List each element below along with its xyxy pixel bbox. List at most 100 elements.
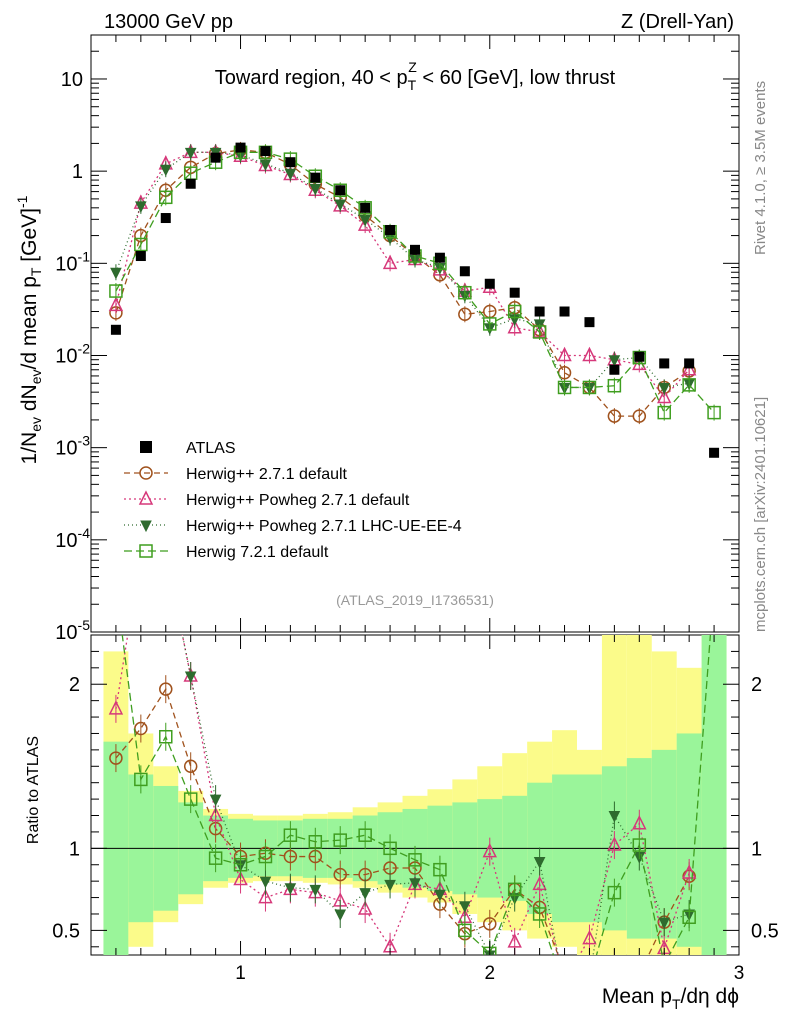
ratio-y-tick-label: 1 [69, 838, 80, 860]
series-point [334, 199, 347, 212]
x-tick-label: 1 [235, 963, 246, 984]
atlas-data-point [235, 142, 246, 153]
series-point [557, 380, 572, 395]
series-point [110, 267, 122, 280]
ratio-point [109, 751, 123, 765]
ratio-point [582, 929, 597, 945]
series-point [109, 284, 123, 298]
ratio-point [583, 974, 595, 986]
atlas-data-point [459, 266, 470, 277]
series-point [658, 382, 671, 395]
atlas-data-point [534, 306, 545, 317]
atlas-data-point [385, 224, 396, 235]
ratio-point [434, 889, 446, 902]
ratio-point [111, 549, 121, 559]
series-point [458, 307, 472, 322]
ratio-point [584, 976, 594, 986]
ratio-point [233, 857, 248, 872]
ratio-point [632, 815, 647, 830]
y-tick-label: 10-1 [55, 248, 90, 275]
series-point [632, 350, 647, 365]
ratio-point [532, 875, 547, 891]
y-tick-label: 10-2 [55, 340, 90, 367]
ratio-point [384, 879, 396, 892]
x-tick-label: 2 [484, 963, 495, 984]
ratio-point [607, 885, 622, 900]
atlas-data-point [185, 178, 196, 189]
legend-marker [140, 520, 152, 533]
ratio-point [283, 849, 298, 864]
atlas-data-point [160, 213, 171, 224]
axes-ticks: 1 2 3 10-5 10-4 10-3 10-2 10-1 1 10 0.5 0.5 1 1 2 2 [52, 34, 779, 984]
ratio-point [183, 759, 198, 774]
ratio-point [483, 917, 497, 931]
ratio-point [458, 923, 472, 938]
legend-marker [139, 466, 153, 480]
ratio-point [708, 580, 720, 592]
atlas-data-point [410, 244, 420, 255]
ratio-point [357, 900, 373, 915]
series-point [134, 237, 148, 252]
ratio-point [309, 884, 322, 897]
series-point [159, 190, 173, 205]
series-point [507, 304, 522, 319]
ratio-point [682, 910, 696, 925]
ratio-point [283, 828, 298, 842]
plot-title-sub: T [408, 77, 417, 93]
series-point [557, 346, 572, 362]
ratio-point [208, 851, 223, 865]
ratio-point [108, 700, 124, 715]
plot-title-suffix: < 60 [GeV], low thrust [417, 67, 616, 89]
header-left: 13000 GeV pp [104, 11, 233, 33]
rivet-label: Rivet 4.1.0, ≥ 3.5M events [752, 81, 769, 255]
ratio-point [533, 856, 546, 869]
y-tick-label: 10-5 [55, 617, 90, 644]
series-line-0 [115, 149, 690, 417]
ratio-point [607, 836, 622, 851]
ratio-point [184, 671, 197, 684]
ratio-point [681, 864, 697, 879]
ratio-point [507, 882, 522, 897]
ratio-point [482, 842, 497, 858]
ratio-point [632, 838, 647, 852]
main-panel-content [108, 141, 721, 458]
legend-label: Herwig++ 2.7.1 default [186, 466, 348, 483]
ratio-point [333, 867, 347, 882]
ratio-point [409, 878, 421, 890]
atlas-data-point [484, 278, 495, 289]
atlas-data-point [634, 351, 645, 362]
ratio-point [383, 841, 397, 856]
atlas-data-point [584, 317, 595, 328]
series-point [657, 405, 671, 420]
ratio-point [259, 876, 272, 889]
ratio-point [608, 811, 621, 823]
ratio-point [559, 973, 571, 985]
ratio-line-2 [181, 635, 690, 955]
series-point [532, 325, 547, 339]
legend: ATLAS Herwig++ 2.7.1 default Herwig++ Powh… [124, 440, 462, 561]
ratio-point [110, 580, 122, 592]
ratio-point [135, 546, 147, 558]
ratio-point [559, 982, 571, 994]
y-tick-label: 1 [72, 161, 83, 183]
legend-marker [139, 544, 153, 558]
ratio-y-tick-label-right: 2 [751, 674, 762, 696]
legend-label: Herwig 7.2.1 default [186, 544, 329, 561]
ratio-point [333, 833, 347, 847]
series-point [357, 216, 373, 231]
atlas-data-point [285, 157, 296, 168]
atlas-data-point [434, 252, 445, 263]
series-point [608, 355, 621, 367]
ratio-point [134, 772, 148, 787]
atlas-data-point [260, 146, 271, 157]
ratio-uncertainty-bands [91, 635, 739, 955]
ratio-y-tick-label: 2 [69, 674, 80, 696]
plot-title-prefix: Toward region, 40 < p [215, 67, 408, 89]
x-tick-label: 3 [734, 963, 745, 984]
y-tick-label: 10-3 [55, 433, 90, 460]
atlas-data-point [360, 202, 371, 213]
ratio-y-tick-label: 0.5 [52, 920, 80, 942]
series-point [284, 168, 297, 181]
main-y-label: 1/Nev dNev/d mean pT [GeV]-1 [14, 195, 44, 464]
ratio-point [633, 969, 645, 981]
